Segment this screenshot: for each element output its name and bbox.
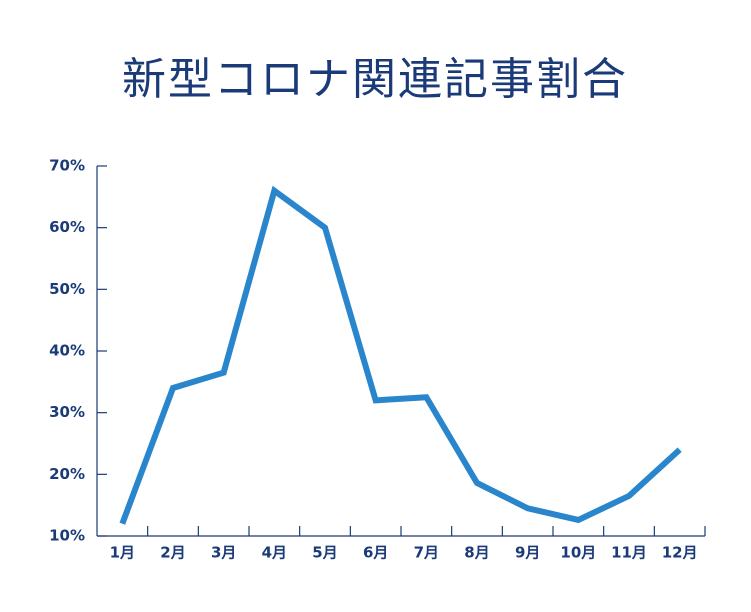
chart-title: 新型コロナ関連記事割合 bbox=[122, 54, 628, 105]
y-tick-label: 40% bbox=[49, 342, 85, 360]
x-tick-label: 10月 bbox=[560, 544, 596, 562]
x-tick-label: 1月 bbox=[110, 544, 135, 562]
y-tick-label: 50% bbox=[49, 280, 85, 298]
x-tick-label: 4月 bbox=[262, 544, 287, 562]
y-tick-label: 30% bbox=[49, 403, 85, 421]
x-tick-label: 3月 bbox=[211, 544, 236, 562]
y-tick-label: 60% bbox=[49, 218, 85, 236]
y-tick-label: 20% bbox=[49, 465, 85, 483]
x-tick-label: 5月 bbox=[312, 544, 337, 562]
x-tick-label: 2月 bbox=[160, 544, 185, 562]
x-tick-label: 9月 bbox=[515, 544, 540, 562]
y-tick-label: 70% bbox=[49, 157, 85, 175]
x-tick-label: 7月 bbox=[414, 544, 439, 562]
y-tick-label: 10% bbox=[49, 527, 85, 545]
data-line bbox=[119, 185, 682, 525]
x-tick-label: 12月 bbox=[662, 544, 698, 562]
x-tick-label: 11月 bbox=[611, 544, 647, 562]
x-tick-label: 8月 bbox=[464, 544, 489, 562]
x-tick-label: 6月 bbox=[363, 544, 388, 562]
